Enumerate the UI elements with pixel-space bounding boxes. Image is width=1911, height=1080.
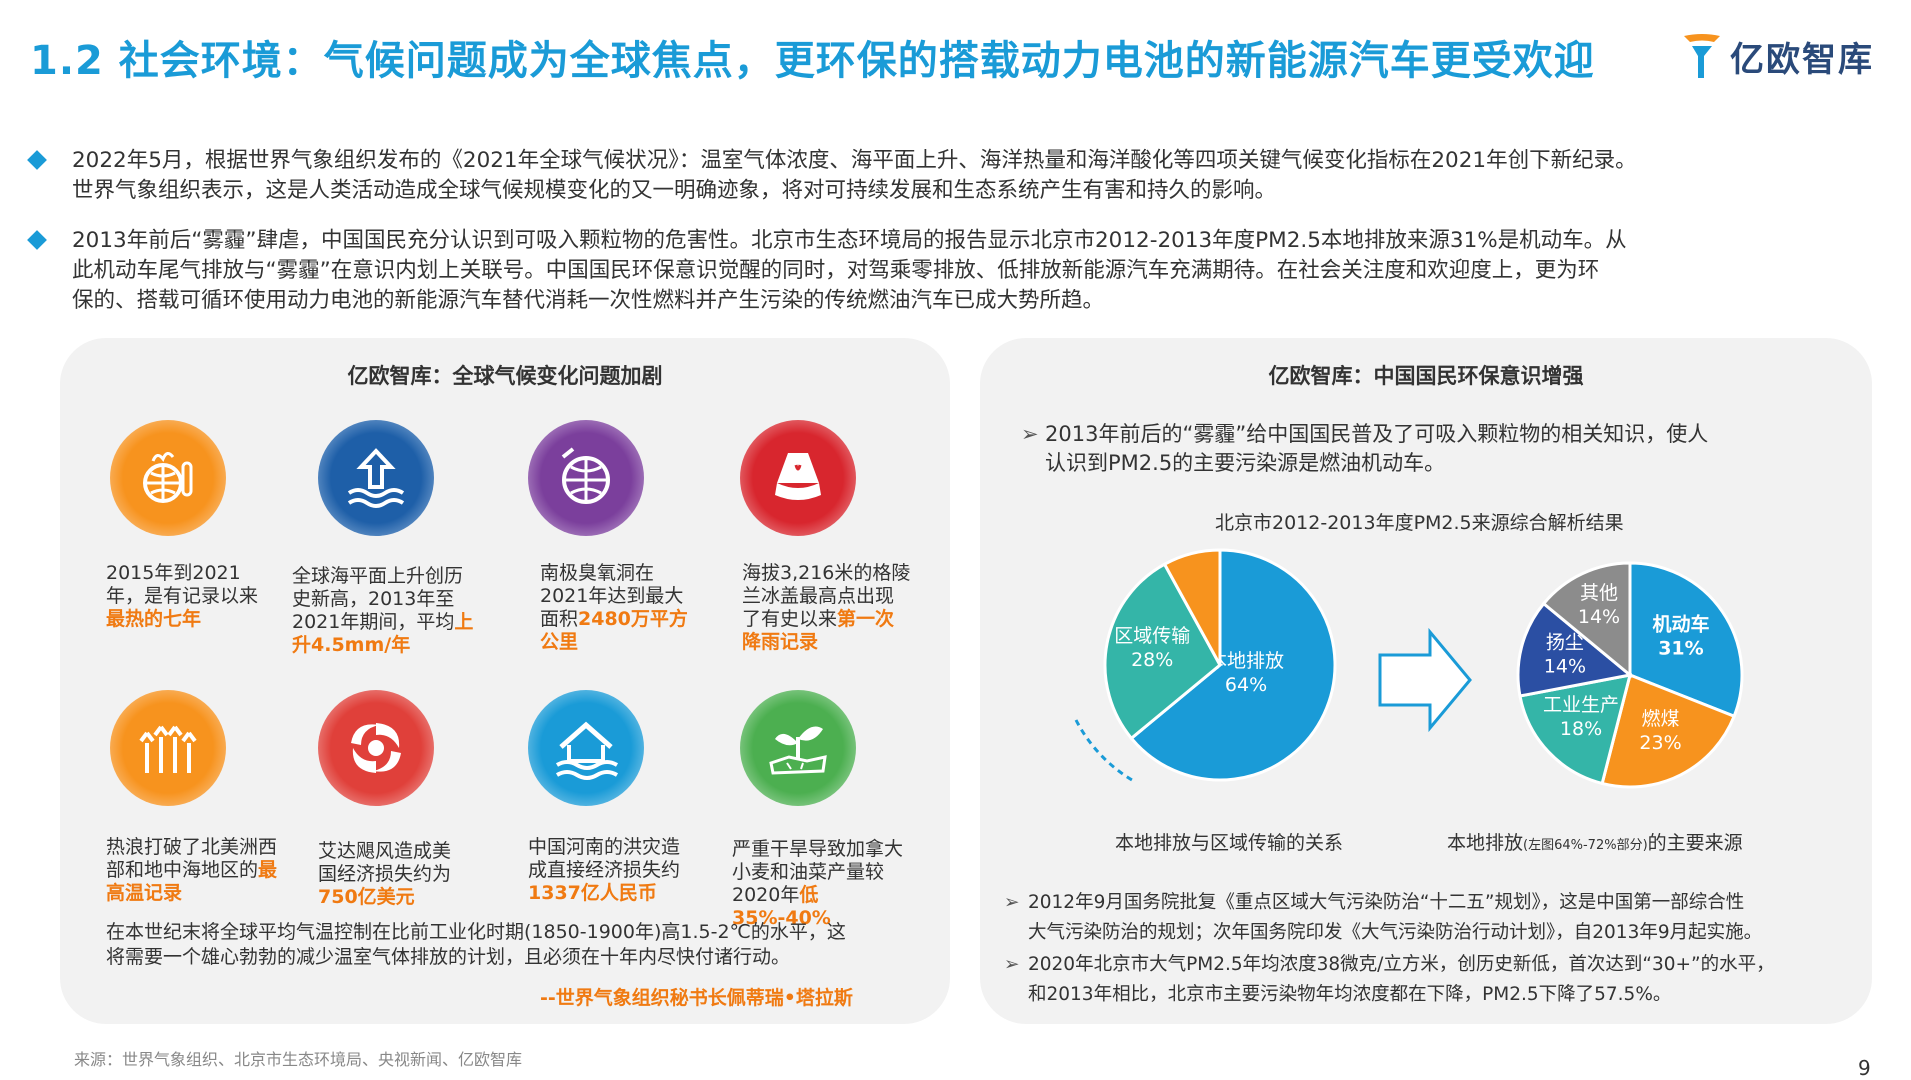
heat-wave-icon — [110, 690, 226, 806]
hurricane-icon — [318, 690, 434, 806]
page-title: 1.2 社会环境：气候问题成为全球焦点，更环保的搭载动力电池的新能源汽车更受欢迎 — [30, 38, 1595, 84]
item-caption: 海拔3,216米的格陵兰冰盖最高点出现了有史以来第一次降雨记录 — [742, 562, 911, 653]
pie-slice — [1516, 601, 1634, 698]
slice-label: 扬尘 — [1546, 631, 1584, 653]
right-panel-title: 亿欧智库：中国国民环保意识增强 — [1268, 364, 1584, 388]
note-1: ➢ 2012年9月国务院批复《重点区域大气污染防治“十二五”规划》，这是中国第一… — [1004, 888, 1868, 948]
logo: 亿欧智库 — [1680, 26, 1890, 86]
pie-slice — [1600, 672, 1737, 789]
quote: 在本世纪末将全球平均气温控制在比前工业化时期(1850-1900年)高1.5-2… — [106, 920, 906, 970]
slice-label: 机动车 — [1652, 612, 1709, 635]
arrow-bullet-icon: ➢ — [1004, 892, 1020, 913]
note-1-line1: 2012年9月国务院批复《重点区域大气污染防治“十二五”规划》，这是中国第一部综… — [1028, 892, 1745, 913]
drought-plant-icon — [740, 690, 856, 806]
arrow-bullet-icon: ➢ — [1004, 954, 1020, 975]
slice-label: 工业生产 — [1543, 694, 1619, 716]
slice-value: 23% — [1639, 732, 1681, 754]
item-caption: 全球海平面上升创历史新高，2013年至2021年期间，平均上升4.5mm/年 — [292, 565, 474, 656]
quote-source: --世界气象组织秘书长佩蒂瑞•塔拉斯 — [540, 987, 853, 1009]
note-2-line1: 2020年北京市大气PM2.5年均浓度38微克/立方米，创历史新低，首次达到“3… — [1028, 954, 1775, 975]
item-caption: 严重干旱导致加拿大小麦和油菜产量较2020年低35%-40% — [732, 838, 904, 929]
bullet-2: 2013年前后“雾霾”肆虐，中国国民充分认识到可吸入颗粒物的危害性。北京市生态环… — [27, 226, 1872, 316]
item-caption: 中国河南的洪灾造成直接经济损失约1337亿人民币 — [528, 836, 681, 904]
sea-level-rise-icon — [318, 420, 434, 536]
quote-line2: 将需要一个雄心勃勃的减少温室气体排放的计划，且必须在十年内尽快付诸行动。 — [106, 946, 791, 968]
chart-left-caption: 本地排放与区域传输的关系 — [1115, 832, 1344, 854]
item-caption: 热浪打破了北美洲西部和地中海地区的最高温记录 — [106, 836, 278, 904]
item-caption: 艾达飓风造成美国经济损失约为750亿美元 — [318, 840, 452, 908]
slice-value: 18% — [1560, 718, 1602, 740]
note-2-line2: 和2013年相比，北京市主要污染物年均浓度都在下降，PM2.5下降了57.5%。 — [1028, 984, 1672, 1005]
slice-label: 燃煤 — [1642, 708, 1680, 730]
item-caption: 南极臭氧洞在2021年达到最大面积2480万平方公里 — [540, 562, 688, 653]
slice-value: 14% — [1578, 606, 1620, 628]
note-2: ➢ 2020年北京市大气PM2.5年均浓度38微克/立方米，创历史新低，首次达到… — [1004, 950, 1868, 1010]
slice-label: 其他 — [1580, 582, 1618, 604]
bullet-2-line3: 保的、搭载可循环使用动力电池的新能源汽车替代消耗一次性燃料并产生污染的传统燃油汽… — [72, 288, 1105, 313]
pie-slice — [1628, 561, 1744, 719]
slice-label: 本地排放 — [1208, 650, 1284, 672]
logo-mark-icon — [1684, 34, 1720, 78]
right-point: ➢ 2013年前后的“雾霾”给中国国民普及了可吸入颗粒物的相关知识，使人 认识到… — [1021, 420, 1845, 478]
diamond-bullet-icon — [27, 150, 47, 170]
page-number: 9 — [1858, 1056, 1871, 1080]
bullet-1: 2022年5月，根据世界气象组织发布的《2021年全球气候状况》：温室气体浓度、… — [27, 146, 1872, 206]
pie-slice — [1162, 548, 1222, 666]
chart-right-caption: 本地排放(左图64%-72%部分)的主要来源 — [1447, 832, 1743, 854]
transfer-arrow-icon — [1378, 627, 1472, 733]
arrow-bullet-icon: ➢ — [1021, 422, 1039, 446]
note-1-line2: 大气污染防治的规划；次年国务院印发《大气污染防治行动计划》，自2013年9月起实… — [1028, 922, 1763, 943]
pie-slice — [1103, 562, 1222, 741]
slice-value: 64% — [1225, 674, 1267, 696]
slice-value: 28% — [1131, 649, 1173, 671]
quote-line1: 在本世纪末将全球平均气温控制在比前工业化时期(1850-1900年)高1.5-2… — [106, 921, 846, 943]
bullet-2-line2: 此机动车尾气排放与“雾霾”在意识内划上关联号。中国国民环保意识觉醒的同时，对驾乘… — [72, 258, 1600, 283]
source-note: 来源：世界气象组织、北京市生态环境局、央视新闻、亿欧智库 — [74, 1050, 523, 1069]
slice-value: 31% — [1658, 637, 1703, 659]
pie-slice — [1541, 561, 1632, 679]
flood-house-icon — [528, 690, 644, 806]
slice-value: 14% — [1544, 655, 1586, 677]
slice-label: 区域传输 — [1114, 625, 1190, 647]
pie-slice — [1518, 673, 1633, 786]
hot-globe-thermometer-icon — [110, 420, 226, 536]
diamond-bullet-icon — [27, 230, 47, 250]
item-caption: 2015年到2021年，是有记录以来最热的七年 — [106, 562, 259, 630]
chart-title: 北京市2012-2013年度PM2.5来源综合解析结果 — [1215, 512, 1624, 534]
bullet-1-line2: 世界气象组织表示，这是人类活动造成全球气候规模变化的又一明确迹象，将对可持续发展… — [72, 178, 1277, 203]
right-point-line1: 2013年前后的“雾霾”给中国国民普及了可吸入颗粒物的相关知识，使人 — [1045, 422, 1709, 446]
bullet-2-line1: 2013年前后“雾霾”肆虐，中国国民充分认识到可吸入颗粒物的危害性。北京市生态环… — [72, 228, 1627, 253]
melting-glacier-icon — [740, 420, 856, 536]
bullet-1-line1: 2022年5月，根据世界气象组织发布的《2021年全球气候状况》：温室气体浓度、… — [72, 148, 1637, 173]
right-point-line2: 认识到PM2.5的主要污染源是燃油机动车。 — [1045, 451, 1446, 475]
logo-text: 亿欧智库 — [1730, 39, 1874, 80]
left-panel-title: 亿欧智库：全球气候变化问题加剧 — [347, 364, 663, 388]
ozone-hole-globe-icon — [528, 420, 644, 536]
pie-slice — [1129, 548, 1337, 782]
